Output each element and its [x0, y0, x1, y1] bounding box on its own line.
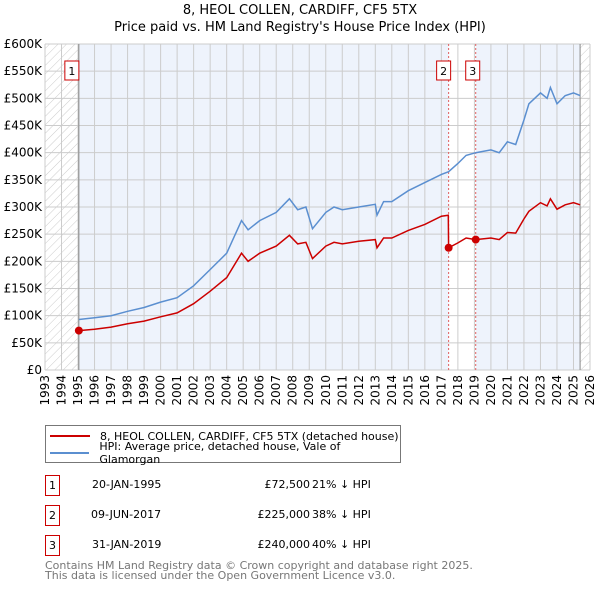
transaction-row: 3 31-JAN-2019 £240,000 40% ↓ HPI: [45, 535, 545, 556]
transaction-row: 1 20-JAN-1995 £72,500 21% ↓ HPI: [45, 475, 545, 496]
transaction-price: £240,000: [257, 538, 311, 551]
y-tick-label: £550K: [4, 64, 44, 78]
y-tick-label: £600K: [4, 37, 44, 51]
sale-point: [471, 235, 480, 244]
x-tick-label: 2023: [533, 375, 547, 406]
sale-point: [74, 326, 83, 335]
x-tick-label: 2024: [550, 375, 564, 406]
x-tick-label: 2022: [517, 375, 531, 406]
y-tick-label: £400K: [4, 146, 44, 160]
transaction-price: £72,500: [264, 478, 311, 491]
transaction-date: 09-JUN-2017: [91, 508, 162, 521]
sale-point: [444, 243, 453, 252]
sale-label: 1: [68, 65, 75, 78]
x-tick-label: 2025: [566, 375, 580, 406]
y-tick-label: £300K: [4, 200, 44, 214]
x-tick-label: 2002: [187, 375, 201, 406]
x-tick-label: 2017: [434, 375, 448, 406]
transaction-hpi-diff: 38% ↓ HPI: [312, 508, 371, 521]
y-tick-label: £450K: [4, 119, 44, 133]
x-tick-label: 2010: [319, 375, 333, 406]
transaction-date: 20-JAN-1995: [92, 478, 162, 491]
x-tick-label: 2016: [418, 375, 432, 406]
x-tick-label: 2004: [220, 375, 234, 406]
x-tick-label: 2019: [467, 375, 481, 406]
x-tick-label: 1998: [121, 375, 135, 406]
x-tick-label: 2003: [203, 375, 217, 406]
legend-swatch-blue: [50, 452, 90, 454]
y-tick-label: £50K: [11, 336, 43, 350]
x-tick-label: 1993: [38, 375, 52, 406]
legend-label: 8, HEOL COLLEN, CARDIFF, CF5 5TX (detach…: [100, 429, 399, 443]
x-tick-label: 2015: [401, 375, 415, 406]
transaction-hpi-diff: 21% ↓ HPI: [312, 478, 371, 491]
transaction-hpi-diff: 40% ↓ HPI: [312, 538, 371, 551]
transaction-badge: 2: [45, 505, 60, 526]
x-tick-label: 1999: [137, 375, 151, 406]
y-tick-label: £250K: [4, 227, 44, 241]
transaction-badge: 1: [45, 475, 60, 496]
legend-label: HPI: Average price, detached house, Vale…: [99, 440, 341, 466]
y-tick-label: £200K: [4, 254, 44, 268]
chart-title: 8, HEOL COLLEN, CARDIFF, CF5 5TX: [182, 3, 418, 18]
chart-legend: 8, HEOL COLLEN, CARDIFF, CF5 5TX (detach…: [45, 425, 401, 466]
transaction-badge: 3: [45, 535, 60, 556]
x-tick-label: 2009: [302, 375, 316, 406]
sale-label-box: [436, 60, 452, 81]
x-tick-label: 2020: [484, 375, 498, 406]
x-tick-label: 1994: [55, 375, 69, 406]
sale-label-box: [465, 60, 481, 81]
transaction-date: 31-JAN-2019: [92, 538, 162, 551]
y-tick-label: £150K: [4, 282, 44, 296]
x-tick-label: 1995: [71, 375, 85, 406]
hpi-line: [78, 85, 581, 321]
sale-label: 2: [440, 65, 447, 78]
x-tick-label: 2014: [385, 375, 399, 406]
x-tick-label: 2013: [368, 375, 382, 406]
y-tick-label: £500K: [4, 91, 44, 105]
x-tick-label: 2026: [583, 375, 597, 406]
footer-licence: This data is licensed under the Open Gov…: [45, 569, 396, 582]
x-tick-label: 2008: [286, 375, 300, 406]
x-tick-label: 2005: [236, 375, 250, 406]
sale-label-box: [64, 60, 80, 81]
legend-item-hpi: HPI: Average price, detached house, Vale…: [50, 440, 400, 466]
x-tick-label: 2011: [335, 375, 349, 406]
footer-copyright: Contains HM Land Registry data © Crown c…: [45, 559, 473, 572]
transaction-price: £225,000: [257, 508, 311, 521]
x-tick-label: 1997: [104, 375, 118, 406]
property-price-line: [78, 197, 581, 332]
x-tick-label: 2018: [451, 375, 465, 406]
x-tick-label: 2001: [170, 375, 184, 406]
chart-subtitle: Price paid vs. HM Land Registry's House …: [114, 20, 486, 35]
x-tick-label: 2007: [269, 375, 283, 406]
y-tick-label: £0: [27, 363, 42, 377]
x-tick-label: 2000: [154, 375, 168, 406]
transaction-row: 2 09-JUN-2017 £225,000 38% ↓ HPI: [45, 505, 545, 526]
legend-swatch-red: [50, 435, 90, 437]
sale-label: 3: [469, 65, 476, 78]
x-tick-label: 2021: [500, 375, 514, 406]
price-chart: £0 £50K £100K £150K £200K £250K £300K £350K £400…: [4, 37, 597, 406]
y-tick-label: £100K: [4, 309, 44, 323]
x-tick-label: 2006: [253, 375, 267, 406]
x-tick-label: 2012: [352, 375, 366, 406]
y-tick-label: £350K: [4, 173, 44, 187]
legend-item-property: 8, HEOL COLLEN, CARDIFF, CF5 5TX (detach…: [50, 428, 399, 444]
x-tick-label: 1996: [88, 375, 102, 406]
